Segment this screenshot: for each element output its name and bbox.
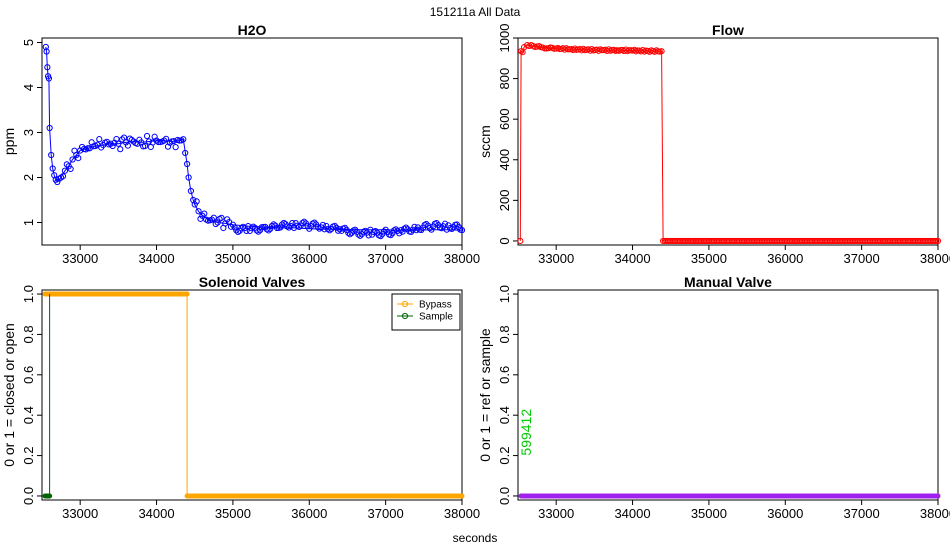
data-point [173, 145, 178, 150]
y-tick-label: 0.0 [21, 487, 36, 505]
x-tick-label: 38000 [920, 506, 950, 521]
x-tick-label: 34000 [138, 251, 174, 266]
y-axis-label: ppm [1, 128, 17, 155]
y-tick-label: 4 [21, 84, 36, 91]
x-tick-label: 36000 [767, 506, 803, 521]
y-tick-label: 0.4 [21, 406, 36, 424]
plot-frame [518, 290, 938, 500]
legend-label: Sample [419, 312, 453, 323]
data-point [144, 133, 149, 138]
panel-flow: Flow 33000 34000 35000 36000 37000 38000 0 200 40… [477, 22, 950, 266]
y-tick-label: 200 [497, 190, 512, 212]
y-tick-label: 0.8 [497, 325, 512, 343]
panel-title: Manual Valve [684, 274, 772, 290]
x-tick-label: 38000 [444, 251, 480, 266]
y-axis-label: 0 or 1 = ref or sample [477, 328, 493, 462]
x-tick-label: 34000 [138, 506, 174, 521]
panel-title: H2O [238, 22, 267, 38]
x-tick-label: 36000 [291, 506, 327, 521]
y-tick-label: 1.0 [497, 285, 512, 303]
data-point [118, 147, 123, 152]
y-tick-label: 0.8 [21, 325, 36, 343]
x-tick-label: 37000 [844, 506, 880, 521]
y-tick-label: 1.0 [21, 285, 36, 303]
series-line [45, 294, 50, 496]
x-tick-label: 33000 [62, 506, 98, 521]
y-tick-label: 0 [497, 237, 512, 244]
x-tick-label: 35000 [691, 506, 727, 521]
x-tick-label: 34000 [614, 506, 650, 521]
y-axis-label: 0 or 1 = closed or open [1, 323, 17, 467]
y-tick-label: 400 [497, 149, 512, 171]
x-tick-label: 33000 [62, 251, 98, 266]
x-tick-label: 36000 [291, 251, 327, 266]
series-flow-0 [518, 42, 941, 243]
y-tick-label: 1000 [497, 24, 512, 53]
x-tick-label: 36000 [767, 251, 803, 266]
series-line [46, 47, 462, 230]
y-tick-label: 800 [497, 68, 512, 90]
y-tick-label: 0.2 [497, 447, 512, 465]
panel-h2o: H2O 33000 34000 35000 36000 37000 38000 1 2 3 4 5 pp… [1, 22, 480, 266]
x-tick-label: 37000 [368, 251, 404, 266]
series-line [520, 45, 938, 241]
panel-manual: Manual Valve 33000 34000 35000 36000 37000 380… [477, 274, 950, 521]
plot-frame [42, 38, 462, 245]
x-axis-label: seconds [453, 531, 498, 545]
y-tick-label: 1 [21, 219, 36, 226]
panel-title: Flow [712, 22, 744, 38]
y-axis-label: sccm [477, 125, 493, 158]
y-tick-label: 5 [21, 39, 36, 46]
x-tick-label: 38000 [444, 506, 480, 521]
y-tick-label: 600 [497, 108, 512, 130]
plot-frame [518, 38, 938, 245]
x-tick-label: 38000 [920, 251, 950, 266]
y-tick-label: 2 [21, 174, 36, 181]
panel-solenoid: Solenoid Valves 33000 34000 35000 36000 37000… [1, 274, 480, 521]
x-tick-label: 35000 [215, 506, 251, 521]
x-tick-label: 37000 [844, 251, 880, 266]
y-tick-label: 0.6 [21, 366, 36, 384]
x-tick-label: 33000 [538, 251, 574, 266]
x-tick-label: 35000 [691, 251, 727, 266]
x-tick-label: 35000 [215, 251, 251, 266]
panel-title: Solenoid Valves [199, 274, 306, 290]
legend-label: Bypass [419, 300, 452, 311]
y-tick-label: 3 [21, 129, 36, 136]
y-tick-label: 0.6 [497, 366, 512, 384]
x-tick-label: 37000 [368, 506, 404, 521]
y-tick-label: 0.0 [497, 487, 512, 505]
series-h2o-0 [43, 44, 464, 238]
y-tick-label: 0.2 [21, 447, 36, 465]
data-point [221, 225, 226, 230]
super-title: 151211a All Data [430, 5, 521, 19]
x-tick-label: 33000 [538, 506, 574, 521]
annotation-label: 599412 [518, 409, 534, 456]
series-solenoid-1 [45, 294, 50, 496]
y-tick-label: 0.4 [497, 406, 512, 424]
data-point [72, 148, 77, 153]
data-point [97, 137, 102, 142]
x-tick-label: 34000 [614, 251, 650, 266]
